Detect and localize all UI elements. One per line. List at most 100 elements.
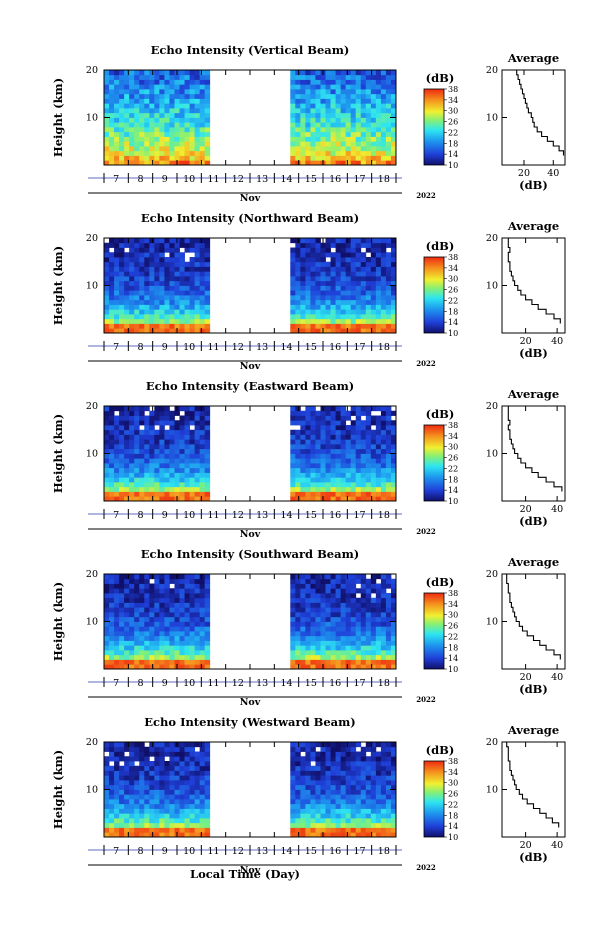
heatmap-cell bbox=[169, 607, 175, 613]
heatmap-cell bbox=[335, 266, 342, 272]
heatmap-cell bbox=[375, 429, 382, 435]
heatmap-cell bbox=[330, 112, 336, 118]
heatmap-cell bbox=[189, 597, 196, 603]
heatmap-cell bbox=[370, 789, 377, 795]
heatmap-cell bbox=[159, 285, 165, 291]
heatmap-cell bbox=[390, 328, 397, 334]
heatmap-cell bbox=[184, 467, 190, 473]
average-y-tick-label: 10 bbox=[486, 281, 498, 292]
heatmap-cell bbox=[325, 141, 331, 147]
heatmap-cell bbox=[149, 472, 155, 478]
heatmap-cell bbox=[179, 93, 185, 99]
heatmap-cell bbox=[119, 621, 125, 627]
heatmap-cell bbox=[290, 238, 296, 244]
heatmap-cell bbox=[129, 780, 135, 786]
heatmap-cell bbox=[104, 803, 110, 809]
heatmap-cell bbox=[340, 429, 347, 435]
heatmap-cell bbox=[290, 247, 296, 253]
heatmap-cell bbox=[345, 621, 352, 627]
heatmap-cell bbox=[139, 84, 145, 90]
heatmap-cell bbox=[370, 93, 377, 99]
heatmap-cell bbox=[355, 574, 362, 580]
heatmap-cell bbox=[204, 285, 211, 291]
heatmap-cell bbox=[199, 285, 206, 291]
heatmap-cell bbox=[375, 79, 382, 85]
heatmap-cell bbox=[370, 799, 377, 805]
heatmap-cell bbox=[124, 775, 130, 781]
heatmap-cell bbox=[154, 756, 160, 762]
heatmap-cell bbox=[340, 295, 347, 301]
heatmap-cell bbox=[340, 84, 347, 90]
heatmap-cell bbox=[204, 84, 211, 90]
heatmap-cell bbox=[310, 93, 316, 99]
heatmap-cell bbox=[310, 150, 316, 156]
heatmap-cell bbox=[184, 626, 190, 632]
heatmap-cell bbox=[380, 751, 387, 757]
heatmap-cell bbox=[184, 98, 190, 104]
heatmap-cell bbox=[315, 583, 321, 589]
heatmap-cell bbox=[144, 808, 150, 814]
heatmap-cell bbox=[340, 112, 347, 118]
heatmap-cell bbox=[119, 420, 125, 426]
heatmap-cell bbox=[119, 328, 125, 334]
heatmap-cell bbox=[194, 463, 201, 469]
average-x-label: (dB) bbox=[519, 346, 548, 360]
heatmap-cell bbox=[139, 578, 145, 584]
heatmap-cell bbox=[154, 238, 160, 244]
average-x-label: (dB) bbox=[519, 178, 548, 192]
heatmap-cell bbox=[350, 290, 357, 296]
heatmap-cell bbox=[355, 444, 362, 450]
heatmap-cell bbox=[355, 640, 362, 646]
heatmap-cell bbox=[305, 780, 311, 786]
heatmap-cell bbox=[300, 832, 306, 838]
heatmap-cell bbox=[149, 607, 155, 613]
heatmap-cell bbox=[290, 496, 296, 502]
heatmap-cell bbox=[345, 439, 352, 445]
heatmap-cell bbox=[295, 832, 301, 838]
heatmap-cell bbox=[174, 640, 180, 646]
heatmap-cell bbox=[335, 117, 342, 123]
heatmap-cell bbox=[129, 299, 135, 305]
heatmap-cell bbox=[345, 112, 352, 118]
heatmap-cell bbox=[355, 458, 362, 464]
heatmap-cell bbox=[194, 789, 201, 795]
heatmap-cell bbox=[330, 429, 336, 435]
heatmap-cell bbox=[194, 323, 201, 329]
heatmap-cell bbox=[385, 761, 392, 767]
heatmap-cell bbox=[119, 309, 125, 315]
heatmap-cell bbox=[320, 261, 326, 267]
heatmap-cell bbox=[179, 818, 185, 824]
heatmap-cell bbox=[380, 491, 387, 497]
heatmap-cell bbox=[104, 631, 110, 637]
heatmap-cell bbox=[154, 827, 160, 833]
heatmap-cell bbox=[144, 482, 150, 488]
heatmap-cell bbox=[194, 491, 201, 497]
heatmap-cell bbox=[360, 146, 367, 152]
heatmap-cell bbox=[355, 588, 362, 594]
heatmap-cell bbox=[144, 79, 150, 85]
heatmap-cell bbox=[300, 98, 306, 104]
heatmap-cell bbox=[340, 784, 347, 790]
heatmap-cell bbox=[184, 93, 190, 99]
heatmap-cell bbox=[305, 645, 311, 651]
heatmap-cell bbox=[144, 799, 150, 805]
heatmap-cell bbox=[164, 93, 170, 99]
heatmap-cell bbox=[154, 574, 160, 580]
heatmap-cell bbox=[360, 406, 367, 412]
heatmap-cell bbox=[164, 410, 170, 416]
heatmap-cell bbox=[144, 472, 150, 478]
heatmap-cell bbox=[315, 84, 321, 90]
heatmap-cell bbox=[315, 415, 321, 421]
heatmap-cell bbox=[149, 640, 155, 646]
heatmap-cell bbox=[159, 295, 165, 301]
heatmap-cell bbox=[179, 112, 185, 118]
heatmap-cell bbox=[330, 616, 336, 622]
heatmap-cell bbox=[345, 597, 352, 603]
heatmap-cell bbox=[320, 444, 326, 450]
heatmap-cell bbox=[310, 415, 316, 421]
heatmap-cell bbox=[204, 434, 211, 440]
heatmap-cell bbox=[390, 496, 397, 502]
heatmap-cell bbox=[199, 444, 206, 450]
heatmap-cell bbox=[149, 108, 155, 114]
heatmap-cell bbox=[320, 425, 326, 431]
